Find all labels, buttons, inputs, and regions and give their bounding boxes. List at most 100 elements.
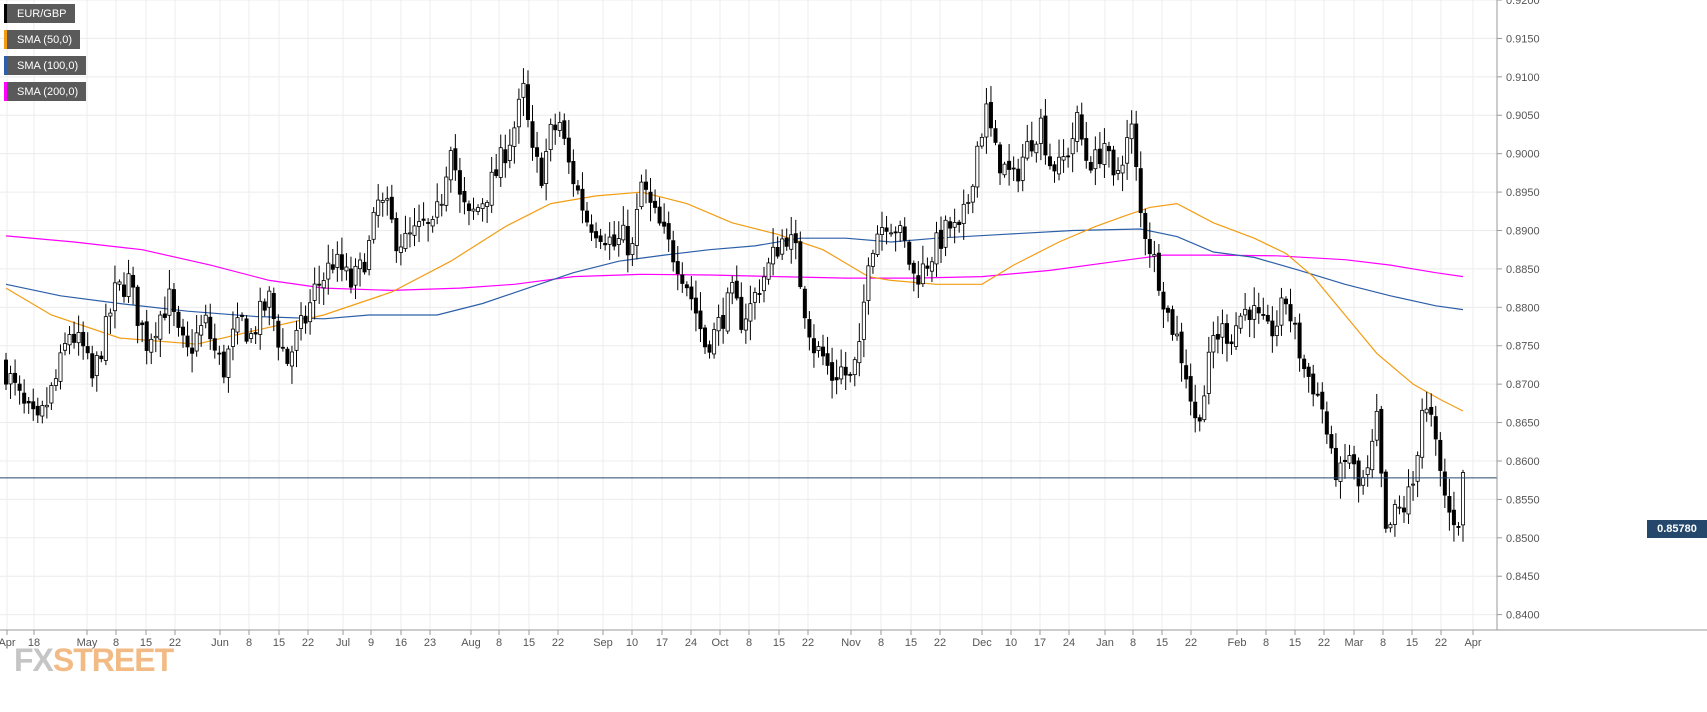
candle-body: [72, 333, 77, 343]
candle-body: [1338, 462, 1343, 482]
candle-body: [553, 124, 558, 131]
candle-body: [81, 331, 86, 347]
candle-body: [1084, 138, 1089, 161]
x-tick-label: Dec: [972, 637, 992, 649]
candle-body: [1129, 123, 1134, 140]
candle-body: [244, 318, 249, 342]
candle-body: [1020, 156, 1025, 181]
fxstreet-logo: FXSTREET: [14, 642, 174, 678]
candle-body: [589, 224, 594, 233]
candle-body: [199, 325, 204, 336]
candle-body: [902, 226, 907, 241]
candle-body: [1156, 252, 1161, 291]
candle-body: [1043, 115, 1048, 156]
legend-label: SMA (200,0): [17, 85, 79, 98]
x-tick-label: 15: [1156, 637, 1168, 649]
candle-body: [821, 346, 826, 357]
candle-body: [1429, 406, 1434, 415]
y-tick-label: 0.8650: [1506, 418, 1540, 430]
candle-body: [1211, 335, 1216, 353]
candle-body: [1424, 408, 1429, 414]
candle-body: [725, 292, 730, 332]
candle-body: [907, 241, 912, 265]
candle-body: [389, 196, 394, 220]
candle-body: [203, 314, 208, 324]
candle-body: [521, 82, 526, 98]
candle-body: [616, 238, 621, 246]
time-axis[interactable]: Apr 18 May 8 15 22 Jun 8 15 22 Jul 9 16 23 Aug 8 15 22 Sep…: [0, 629, 1707, 649]
legend-item[interactable]: SMA (100,0): [4, 56, 87, 75]
candle-body: [1111, 149, 1116, 176]
candle-body: [1002, 163, 1007, 176]
legend-item[interactable]: EUR/GBP: [4, 4, 75, 23]
candle-body: [480, 203, 485, 209]
candle-body: [226, 348, 231, 378]
candle-body: [775, 246, 780, 257]
y-tick-label: 0.8600: [1506, 456, 1540, 468]
y-tick-label: 0.8400: [1506, 610, 1540, 622]
candle-body: [1442, 471, 1447, 496]
candle-body: [489, 171, 494, 206]
candle-body: [843, 366, 848, 376]
x-tick-label: 15: [273, 637, 285, 649]
candle-body: [430, 219, 435, 227]
legend-label: SMA (100,0): [17, 59, 79, 72]
candle-body: [1297, 322, 1302, 359]
last-price-badge: 0.85780: [1647, 520, 1707, 538]
legend-swatch: [4, 30, 7, 49]
candle-body: [1170, 309, 1175, 335]
candle-body: [176, 311, 181, 328]
y-tick-label: 0.8850: [1506, 264, 1540, 276]
x-tick-label: 15: [140, 637, 152, 649]
candle-body: [916, 275, 921, 285]
candle-body: [1079, 114, 1084, 140]
y-tick-label: 0.8700: [1506, 379, 1540, 391]
candle-body: [1075, 112, 1080, 142]
candle-body: [966, 202, 971, 204]
candle-body: [294, 329, 299, 351]
candle-body: [212, 338, 217, 351]
x-tick-label: 17: [1034, 637, 1046, 649]
candle-body: [149, 338, 154, 353]
candle-body: [512, 127, 517, 147]
candle-body: [984, 103, 989, 138]
candle-body: [76, 332, 81, 344]
candle-body: [889, 232, 894, 235]
candle-body: [1025, 141, 1030, 159]
candle-body: [643, 181, 648, 190]
sma-200-line: [5, 235, 1464, 292]
legend-item[interactable]: SMA (200,0): [4, 82, 87, 101]
candle-body: [371, 211, 376, 240]
x-tick-label: 22: [1318, 637, 1330, 649]
candle-body: [1447, 496, 1452, 513]
candle-body: [135, 286, 140, 326]
candle-body: [503, 149, 508, 164]
price-axis[interactable]: 0.9200 0.9150 0.9100 0.9050 0.9000 0.8950 0.89…: [1496, 0, 1540, 630]
candle-body: [1193, 401, 1198, 419]
candles: [4, 68, 1466, 542]
legend-item[interactable]: SMA (50,0): [4, 30, 81, 49]
candle-body: [575, 185, 580, 191]
candle-body: [721, 315, 726, 329]
candle-body: [498, 147, 503, 178]
y-tick-label: 0.8950: [1506, 187, 1540, 199]
candle-body: [1415, 455, 1420, 482]
candle-body: [49, 385, 54, 404]
candle-body: [99, 355, 104, 360]
candle-body: [235, 317, 240, 333]
candle-body: [657, 206, 662, 224]
candle-body: [743, 318, 748, 331]
candle-body: [988, 102, 993, 129]
candle-body: [1052, 164, 1057, 172]
candle-body: [920, 263, 925, 285]
candle-body: [898, 225, 903, 233]
candle-body: [1175, 333, 1180, 337]
candle-body: [771, 246, 776, 265]
candle-body: [31, 401, 36, 410]
candle-body: [811, 338, 816, 354]
candle-body: [335, 253, 340, 268]
candle-body: [190, 347, 195, 354]
candle-body: [802, 288, 807, 319]
candle-body: [757, 293, 762, 295]
